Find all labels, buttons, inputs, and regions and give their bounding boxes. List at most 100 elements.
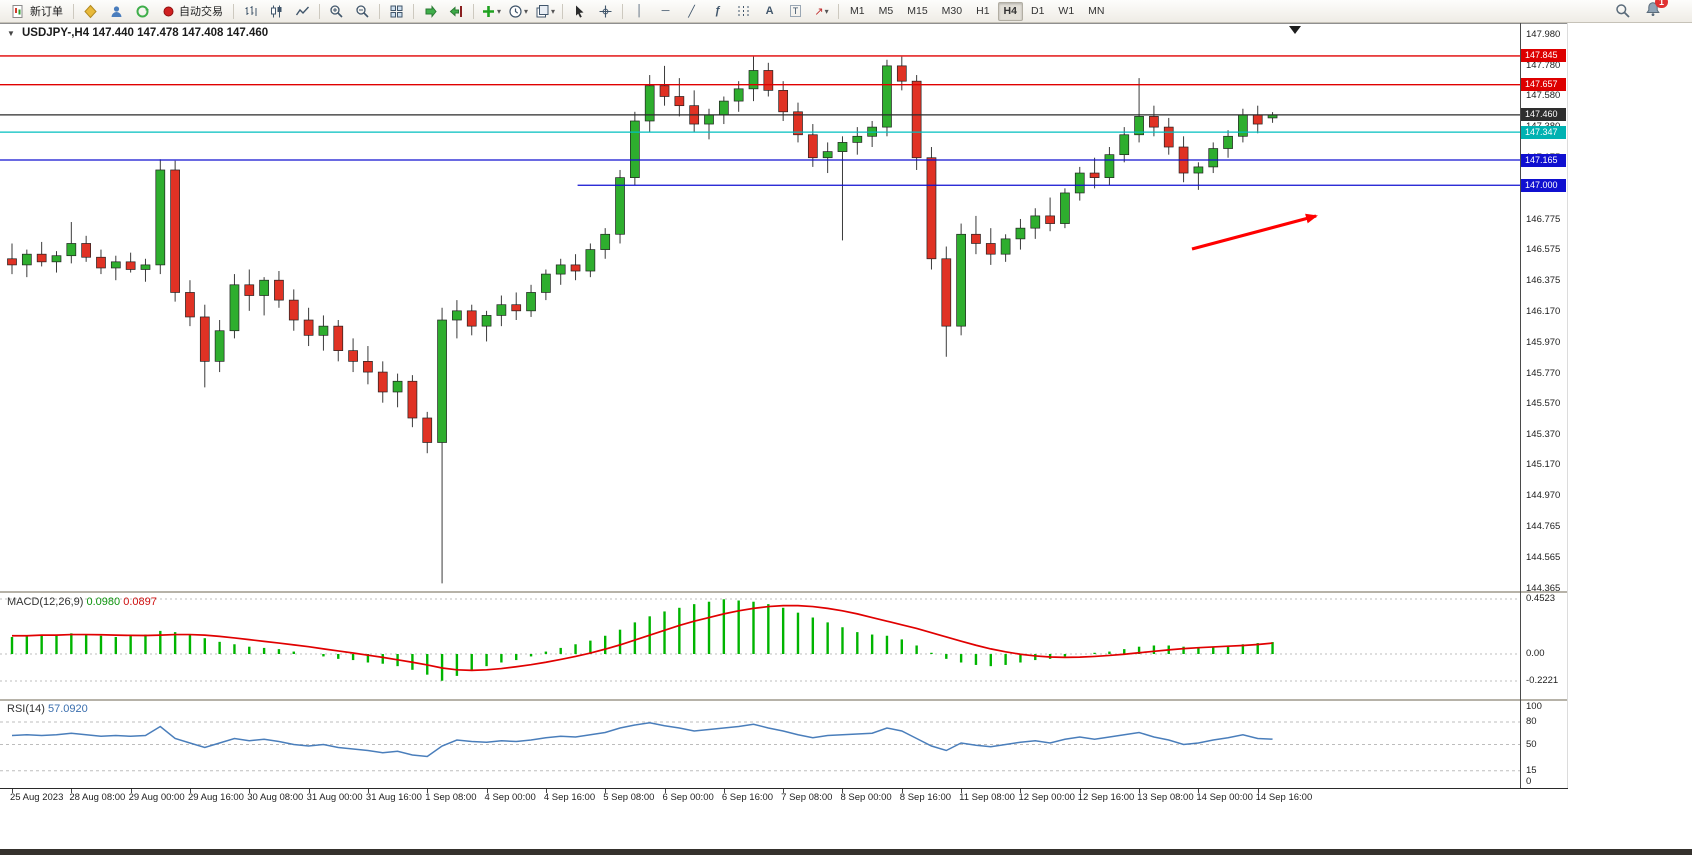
time-axis-label: 25 Aug 2023 [10, 792, 64, 803]
trendline-button[interactable]: ╱ [679, 1, 704, 22]
period-button-w1[interactable]: W1 [1058, 5, 1075, 17]
candle [956, 223, 966, 336]
candle [288, 289, 299, 331]
community-button[interactable] [104, 1, 129, 22]
new-order-button[interactable]: 新订单 [5, 1, 69, 22]
time-axis-tick [249, 789, 251, 793]
templates-dropdown-icon[interactable]: ▾ [551, 6, 556, 16]
chart-shift-marker-icon[interactable] [1289, 26, 1301, 34]
cursor-button[interactable] [567, 1, 592, 22]
panel-separator[interactable] [0, 699, 1568, 701]
vertical-line-button[interactable]: │ [627, 1, 652, 22]
price-axis-label: 144.765 [1526, 521, 1561, 533]
candle [244, 269, 255, 311]
candle [125, 252, 136, 273]
periods-button[interactable]: ▾ [505, 1, 531, 22]
text-label-button[interactable]: T [783, 1, 808, 22]
period-button-d1[interactable]: D1 [1030, 5, 1045, 17]
rsi-name: RSI(14) [7, 703, 45, 715]
bar-chart-button[interactable] [238, 1, 263, 22]
rsi-axis-label: 0 [1526, 776, 1532, 787]
time-axis-tick [842, 789, 844, 793]
macd-name: MACD(12,26,9) [7, 596, 84, 608]
periods-dropdown-icon[interactable]: ▾ [524, 6, 529, 16]
rsi-value: 57.0920 [47, 703, 88, 715]
rsi-axis-label: 100 [1526, 701, 1542, 712]
one-click-trading-toggle[interactable]: ▼ [7, 29, 15, 38]
zoom-out-icon [356, 4, 369, 18]
horizontal-line-button[interactable]: ─ [653, 1, 678, 22]
bar-chart-icon [245, 5, 257, 16]
chart-title: USDJPY-,H4 147.440 147.478 147.408 147.4… [22, 27, 268, 39]
fibonacci-button[interactable]: ƒ [705, 1, 730, 22]
candle [600, 228, 611, 259]
zoom-in-button[interactable] [324, 1, 349, 22]
indicators-button[interactable]: ▾ [478, 1, 504, 22]
period-button-m15[interactable]: M15 [907, 5, 928, 17]
toolbar-separator [379, 3, 380, 19]
period-button-m30[interactable]: M30 [941, 5, 963, 17]
candle [392, 373, 403, 408]
candle [496, 295, 507, 327]
candle [155, 159, 166, 275]
candle [81, 235, 92, 262]
candle [437, 307, 447, 584]
rsi-indicator-label: RSI(14) 57.0920 [7, 703, 88, 715]
templates-button[interactable]: ▾ [532, 1, 558, 22]
panel-separator[interactable] [0, 591, 1568, 593]
candle [1267, 112, 1278, 123]
auto-scroll-icon [425, 4, 437, 18]
autotrading-status-icon [163, 6, 174, 16]
auto-scroll-button[interactable] [418, 1, 443, 22]
period-button-m5[interactable]: M5 [878, 5, 894, 17]
candlestick-chart-button[interactable] [264, 1, 289, 22]
rsi-axis-label: 50 [1526, 738, 1537, 750]
price-axis-label: 144.970 [1526, 490, 1561, 502]
text-label-icon: T [789, 5, 802, 17]
macd-axis-label: -0.2221 [1526, 675, 1559, 686]
candle [748, 56, 759, 102]
candle [333, 320, 344, 362]
new-order-label: 新订单 [30, 6, 63, 18]
metaeditor-button[interactable] [78, 1, 103, 22]
time-axis-tick [71, 789, 73, 793]
period-button-m1[interactable]: M1 [850, 5, 865, 17]
text-button[interactable]: A [757, 1, 782, 22]
period-button-h4[interactable]: H4 [997, 1, 1023, 21]
arrows-button[interactable]: ↗ ▾ [809, 1, 834, 22]
trend-arrow[interactable] [1191, 213, 1318, 251]
autotrading-button[interactable]: 自动交易 [156, 1, 229, 22]
candle [1015, 218, 1026, 250]
tile-windows-button[interactable] [384, 1, 409, 22]
period-button-mn[interactable]: MN [1088, 5, 1105, 17]
price-axis-label: 147.780 [1526, 59, 1561, 71]
candle [1149, 105, 1159, 137]
candle [214, 320, 225, 373]
window-bottom-edge [0, 849, 1692, 855]
period-button-h1[interactable]: H1 [976, 5, 990, 17]
search-icon[interactable] [1615, 3, 1631, 19]
rsi-panel-canvas[interactable] [0, 701, 1520, 788]
macd-panel-canvas[interactable] [0, 593, 1520, 699]
cycle-lines-button[interactable] [731, 1, 756, 22]
candle [377, 361, 388, 403]
toolbar-separator [233, 3, 234, 19]
crosshair-button[interactable] [593, 1, 618, 22]
chart-top-border [0, 23, 1568, 24]
time-axis-label: 12 Sep 16:00 [1077, 792, 1135, 803]
toolbar-separator [838, 3, 840, 19]
price-axis-label: 146.775 [1526, 213, 1561, 225]
notifications-button[interactable]: 1 [1645, 0, 1668, 22]
candle [1178, 136, 1189, 183]
indicators-dropdown-icon[interactable]: ▾ [497, 6, 502, 16]
arrows-dropdown-icon[interactable]: ▾ [824, 6, 829, 16]
zoom-out-button[interactable] [350, 1, 375, 22]
market-button[interactable] [130, 1, 155, 22]
chart-shift-button[interactable] [444, 1, 469, 22]
rsi-axis-label: 15 [1526, 764, 1537, 776]
cycle-lines-icon [738, 5, 749, 17]
candle [822, 142, 833, 174]
line-chart-button[interactable] [290, 1, 315, 22]
time-axis-tick [427, 789, 429, 793]
main-chart-canvas[interactable] [0, 23, 1520, 591]
